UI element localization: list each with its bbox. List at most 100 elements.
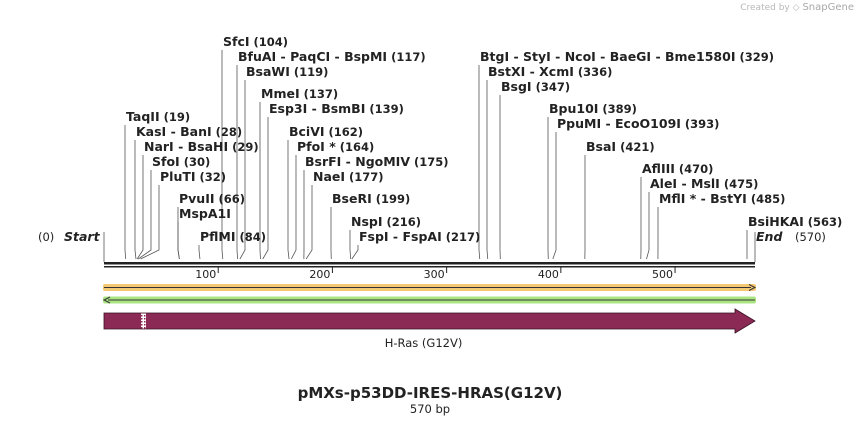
snapgene-logo-icon: ◇ <box>792 3 800 13</box>
cut-line-9 <box>236 65 239 260</box>
enzyme-separator: - <box>276 49 290 64</box>
ruler-label-300: 300 <box>424 268 445 281</box>
enzyme-position: (84) <box>236 230 267 244</box>
enzyme-name: BciVI <box>289 124 325 139</box>
enzyme-separator: - <box>551 49 565 64</box>
enzyme-position: (389) <box>598 102 637 116</box>
ruler-label-200: 200 <box>309 268 330 281</box>
enzyme-name: AleI <box>650 176 677 191</box>
enzyme-separator: - <box>330 49 344 64</box>
enzyme-label-11: MmeI (137) <box>261 86 338 101</box>
enzyme-name: MslI <box>691 176 720 191</box>
enzyme-position: (29) <box>228 140 259 154</box>
cut-line-4 <box>140 185 160 260</box>
enzyme-name: BstXI <box>488 64 525 79</box>
cut-line-27 <box>646 192 650 260</box>
enzyme-label-25: BsaI (421) <box>586 139 655 154</box>
enzyme-position: (137) <box>300 87 339 101</box>
enzyme-label-20: BtgI - StyI - NcoI - BaeGI - Bme1580I (3… <box>480 49 774 64</box>
enzyme-position: (164) <box>336 140 375 154</box>
enzyme-name: BsaWI <box>246 64 290 79</box>
enzyme-name: MmeI <box>261 86 300 101</box>
enzyme-label-13: BciVI (162) <box>289 124 363 139</box>
cut-line-6 <box>177 222 180 260</box>
enzyme-name: EcoO109I <box>615 116 681 131</box>
cut-line-20 <box>478 65 481 260</box>
enzyme-label-0: TaqII (19) <box>126 109 190 124</box>
enzyme-labels: TaqII (19)KasI - BanI (28)NarI - BsaHI (… <box>38 34 842 244</box>
enzyme-name: BsaHI <box>188 139 229 154</box>
enzyme-label-6: MspA1I <box>179 206 231 221</box>
annotation-tracks: H-Ras (G12V) <box>102 284 757 350</box>
enzyme-separator: - <box>307 101 321 116</box>
enzyme-name: BfuAI <box>238 49 276 64</box>
enzyme-name: PflMI <box>200 229 236 244</box>
cut-line-8 <box>221 50 224 260</box>
enzyme-position: (30) <box>180 155 211 169</box>
enzyme-separator: - <box>341 154 355 169</box>
end-position: (570) <box>795 230 826 244</box>
enzyme-name: Bme1580I <box>665 49 735 64</box>
enzyme-position: (19) <box>160 110 191 124</box>
enzyme-separator: - <box>174 139 188 154</box>
enzyme-separator: - <box>696 191 710 206</box>
cut-line-7 <box>198 245 201 260</box>
enzyme-position: (475) <box>720 177 759 191</box>
orange-track-arrow <box>748 284 757 291</box>
enzyme-position: (336) <box>574 65 613 79</box>
feature-arrow <box>103 308 756 334</box>
enzyme-label-29: BsiHKAI (563) <box>748 214 842 229</box>
enzyme-position: (119) <box>290 65 329 79</box>
enzyme-name: NaeI <box>313 169 345 184</box>
cut-site-lines <box>103 50 756 262</box>
green-track-arrow <box>102 296 111 304</box>
cut-line-14 <box>290 155 297 260</box>
enzyme-label-2: NarI - BsaHI (29) <box>144 139 259 154</box>
enzyme-name: BstYI <box>710 191 747 206</box>
backbone-bottom <box>104 266 755 268</box>
enzyme-name: FspAI <box>402 229 441 244</box>
enzyme-position: (104) <box>250 35 289 49</box>
enzyme-name: Bpu10I <box>549 101 598 116</box>
enzyme-name: BaeGI <box>610 49 651 64</box>
snapgene-credit: Created by ◇ SnapGene <box>740 2 854 13</box>
enzyme-label-10: BsaWI (119) <box>246 64 328 79</box>
enzyme-separator: - <box>166 124 180 139</box>
plasmid-size: 570 bp <box>409 402 451 416</box>
cut-line-3 <box>138 170 152 260</box>
enzyme-label-19: FspI - FspAI (217) <box>359 229 480 244</box>
credit-brand: SnapGene <box>802 2 854 13</box>
enzyme-name: NcoI <box>565 49 596 64</box>
cut-line-13 <box>287 140 290 260</box>
cut-line-1 <box>134 140 137 260</box>
enzyme-name: TaqII <box>126 109 160 124</box>
enzyme-label-5: PvuII (66) <box>179 191 245 206</box>
feature-hatch <box>141 313 146 329</box>
enzyme-label-7: PflMI (84) <box>200 229 266 244</box>
cut-line-2 <box>136 155 144 260</box>
start-position: (0) <box>38 230 54 244</box>
enzyme-label-9: BfuAI - PaqCI - BspMI (117) <box>238 49 426 64</box>
enzyme-label-8: SfcI (104) <box>223 34 288 49</box>
enzyme-position: (117) <box>387 50 426 64</box>
cut-line-10 <box>239 80 246 260</box>
enzyme-separator: - <box>596 49 610 64</box>
enzyme-label-1: KasI - BanI (28) <box>136 124 242 139</box>
cut-line-24 <box>552 132 557 260</box>
enzyme-label-21: BstXI - XcmI (336) <box>488 64 612 79</box>
enzyme-name: PluTI <box>160 169 196 184</box>
enzyme-name: NspI <box>351 214 383 229</box>
enzyme-name: BsmBI <box>321 101 365 116</box>
enzyme-label-12: Esp3I - BsmBI (139) <box>269 101 404 116</box>
enzyme-position: (162) <box>325 125 364 139</box>
enzyme-name: PfoI * <box>297 139 336 154</box>
cut-line-18 <box>349 230 352 260</box>
plasmid-name: pMXs-p53DD-IRES-HRAS(G12V) <box>297 384 563 402</box>
enzyme-label-14: PfoI * (164) <box>297 139 374 154</box>
enzyme-name: BsrFI <box>305 154 341 169</box>
enzyme-label-15: BsrFI - NgoMIV (175) <box>305 154 449 169</box>
enzyme-label-24: PpuMI - EcoO109I (393) <box>557 116 719 131</box>
cut-line-16 <box>305 185 313 260</box>
enzyme-name: StyI <box>523 49 551 64</box>
